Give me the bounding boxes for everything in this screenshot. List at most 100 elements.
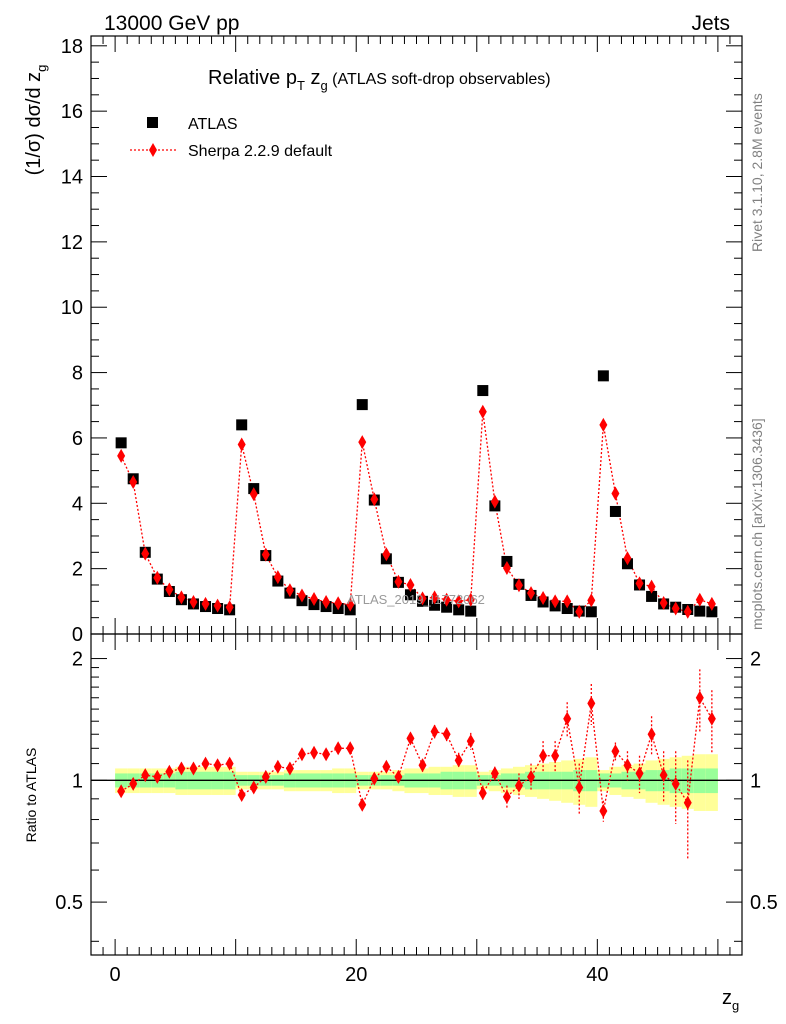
svg-text:Rivet 3.1.10, 2.8M events: Rivet 3.1.10, 2.8M events: [749, 93, 765, 252]
legend-atlas-label: ATLAS: [188, 116, 238, 133]
header-left-label: 13000 GeV pp: [104, 12, 239, 35]
ratio-polyline: [120, 695, 713, 812]
sherpa-mc-point: [683, 604, 692, 619]
ratio-point: [466, 734, 475, 749]
ratio-point: [394, 769, 403, 784]
ratio-point: [117, 784, 126, 799]
ratio-point: [358, 797, 367, 812]
y-tick-label: 18: [61, 36, 83, 58]
sherpa-mc-point: [599, 417, 608, 432]
ratio-point: [478, 786, 487, 801]
mc-polyline: [120, 411, 713, 613]
atlas-data-point: [706, 606, 718, 618]
sherpa-mc-point: [707, 596, 716, 611]
sherpa-mc-point: [153, 570, 162, 585]
ratio-point: [189, 761, 198, 776]
ratio-point: [502, 789, 511, 804]
legend-sherpa-label: Sherpa 2.2.9 default: [188, 143, 333, 160]
ratio-tick-label: 0.5: [55, 892, 83, 914]
sherpa-mc-points: [117, 404, 716, 619]
y-axis-label: (1/σ) dσ/d zg: [23, 65, 49, 176]
y-tick-label: 0: [72, 624, 83, 646]
ratio-point: [165, 764, 174, 779]
analysis-watermark: ATLAS_2019_I1772062: [347, 592, 485, 607]
ratio-tick-label-right: 2: [750, 649, 761, 671]
ratio-point: [430, 724, 439, 739]
ratio-point: [310, 745, 319, 760]
y-tick-label: 4: [72, 493, 83, 515]
ratio-point: [153, 769, 162, 784]
sherpa-mc-point: [587, 593, 596, 608]
sherpa-mc-point: [310, 592, 319, 607]
ratio-point: [514, 778, 523, 793]
sherpa-mc-point: [322, 594, 331, 609]
ratio-point: [563, 711, 572, 726]
ratio-point: [213, 758, 222, 773]
atlas-data-point: [356, 399, 368, 411]
ratio-point: [382, 759, 391, 774]
y-tick-label: 8: [72, 363, 83, 385]
sherpa-mc-point: [623, 551, 632, 566]
sherpa-mc-point: [201, 596, 210, 611]
sherpa-mc-point: [213, 598, 222, 613]
sherpa-mc-point: [671, 601, 680, 616]
atlas-data-points: [115, 370, 718, 618]
sherpa-mc-point: [141, 546, 150, 561]
atlas-data-point: [561, 603, 573, 615]
ratio-point: [297, 747, 306, 762]
sherpa-mc-point: [406, 577, 415, 592]
atlas-data-point: [441, 601, 453, 613]
sherpa-mc-point: [273, 570, 282, 585]
sherpa-connecting-line: [120, 411, 713, 613]
sherpa-mc-point: [454, 594, 463, 609]
rivet-version-label: Rivet 3.1.10, 2.8M events: [749, 93, 765, 252]
ratio-point: [273, 759, 282, 774]
ratio-tick-label-right: 0.5: [750, 892, 778, 914]
ratio-point: [141, 768, 150, 783]
sherpa-mc-point: [382, 547, 391, 562]
x-tick-label: 40: [586, 964, 608, 986]
y-tick-label: 12: [61, 232, 83, 254]
atlas-data-point: [465, 605, 477, 617]
legend-sherpa-marker: [149, 143, 157, 157]
atlas-data-point: [646, 590, 658, 602]
sherpa-mc-point: [490, 494, 499, 509]
ratio-point: [623, 758, 632, 773]
ratio-point: [454, 753, 463, 768]
main-axis-ticks: 0 2 4 6 8 10 12 14 16 18: [61, 36, 742, 646]
sherpa-mc-point: [225, 600, 234, 615]
ratio-point: [334, 741, 343, 756]
sherpa-mc-point: [346, 597, 355, 612]
ratio-axis-ticks: 0.5 0.5 1 1 2 2: [55, 649, 778, 942]
chart-title: Relative pT zg (ATLAS soft-drop observab…: [208, 67, 551, 93]
sherpa-mc-point: [695, 592, 704, 607]
sherpa-mc-point: [502, 560, 511, 575]
ratio-point: [442, 727, 451, 742]
sherpa-mc-point: [442, 592, 451, 607]
mcplots-label: mcplots.cern.ch [arXiv:1306.3436]: [749, 418, 765, 630]
sherpa-mc-point: [394, 574, 403, 589]
sherpa-mc-point: [466, 592, 475, 607]
ratio-point: [418, 758, 427, 773]
sherpa-mc-point: [165, 582, 174, 597]
ratio-point: [225, 756, 234, 771]
atlas-data-point: [597, 370, 609, 382]
ratio-tick-label: 2: [72, 649, 83, 671]
sherpa-mc-point: [237, 437, 246, 452]
x-tick-label: 20: [345, 964, 367, 986]
atlas-data-point: [115, 437, 127, 449]
legend-atlas-marker: [147, 117, 158, 128]
ratio-point: [707, 711, 716, 726]
sherpa-mc-point: [527, 586, 536, 601]
ratio-point: [285, 761, 294, 776]
sherpa-mc-point: [575, 604, 584, 619]
sherpa-mc-point: [117, 448, 126, 463]
sherpa-mc-point: [611, 486, 620, 501]
x-axis-label: zg: [722, 987, 739, 1013]
ratio-tick-label-right: 1: [750, 770, 761, 792]
sherpa-mc-point: [177, 590, 186, 605]
ratio-point: [599, 803, 608, 818]
atlas-data-point: [429, 599, 441, 611]
sherpa-mc-point: [647, 579, 656, 594]
